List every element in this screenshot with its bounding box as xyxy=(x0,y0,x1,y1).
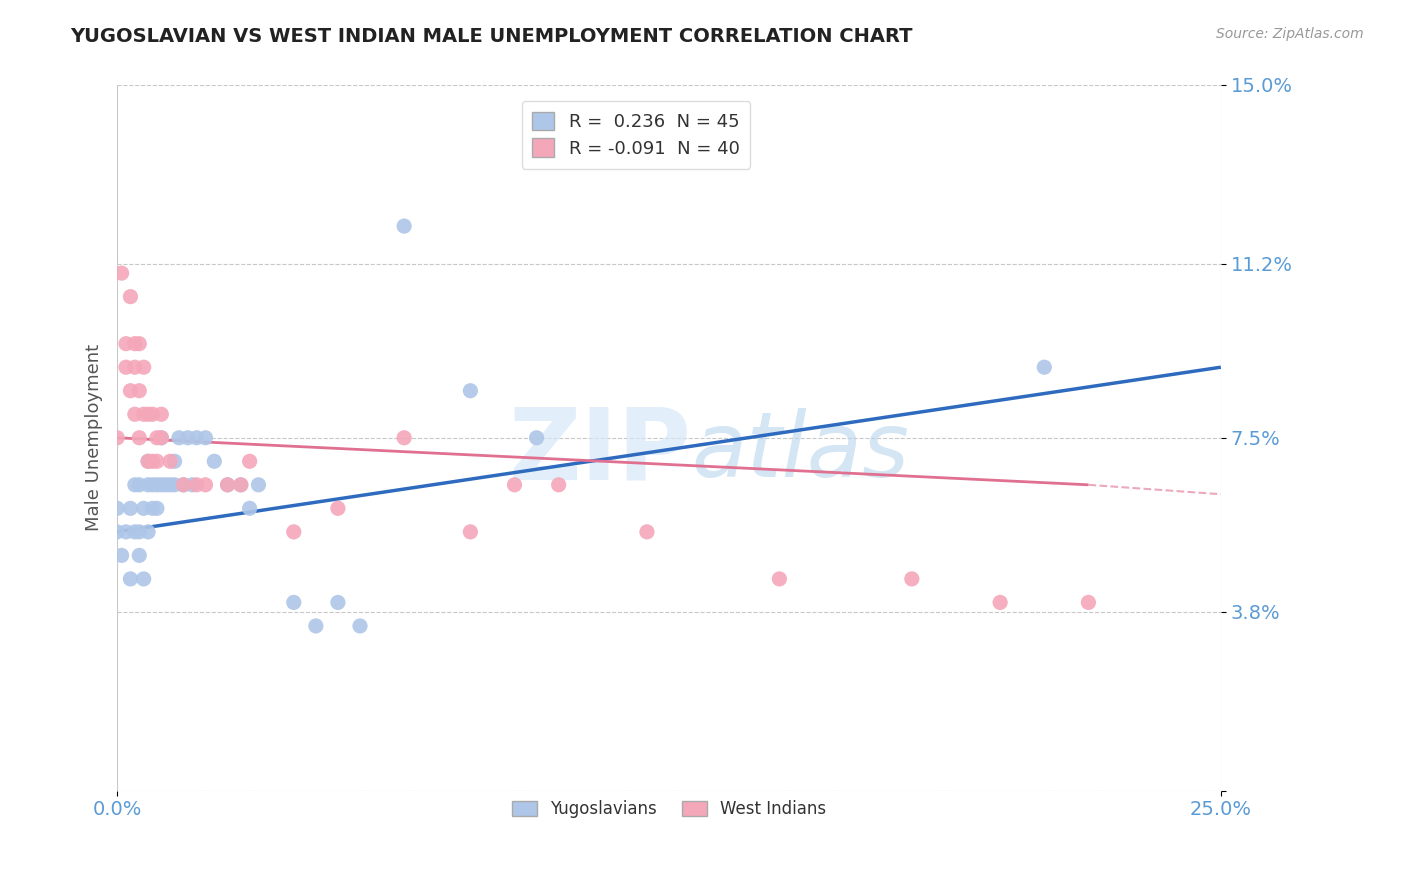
Point xyxy=(155,478,177,492)
Point xyxy=(186,478,208,492)
Point xyxy=(146,501,169,516)
Point xyxy=(141,407,163,421)
Point xyxy=(194,431,217,445)
Point xyxy=(124,336,146,351)
Point xyxy=(105,501,128,516)
Point xyxy=(503,478,526,492)
Point xyxy=(128,549,150,563)
Point xyxy=(132,572,155,586)
Point xyxy=(120,290,142,304)
Point xyxy=(159,478,181,492)
Point xyxy=(136,454,159,468)
Point xyxy=(167,431,190,445)
Legend: Yugoslavians, West Indians: Yugoslavians, West Indians xyxy=(505,793,832,824)
Point xyxy=(146,454,169,468)
Y-axis label: Male Unemployment: Male Unemployment xyxy=(86,344,103,532)
Point xyxy=(124,524,146,539)
Point xyxy=(326,501,349,516)
Point xyxy=(128,524,150,539)
Text: Source: ZipAtlas.com: Source: ZipAtlas.com xyxy=(1216,27,1364,41)
Point xyxy=(146,431,169,445)
Point xyxy=(460,384,482,398)
Point xyxy=(150,431,173,445)
Point xyxy=(202,454,225,468)
Point xyxy=(124,407,146,421)
Point xyxy=(124,360,146,375)
Point xyxy=(305,619,328,633)
Point xyxy=(163,454,186,468)
Point xyxy=(128,431,150,445)
Point xyxy=(172,478,194,492)
Point xyxy=(128,384,150,398)
Point xyxy=(547,478,569,492)
Point xyxy=(141,478,163,492)
Point xyxy=(392,431,415,445)
Point xyxy=(1077,595,1099,609)
Point xyxy=(1033,360,1056,375)
Point xyxy=(247,478,270,492)
Point xyxy=(128,478,150,492)
Point xyxy=(136,478,159,492)
Point xyxy=(217,478,239,492)
Point xyxy=(105,524,128,539)
Point xyxy=(194,478,217,492)
Point xyxy=(526,431,548,445)
Point xyxy=(124,478,146,492)
Point xyxy=(146,478,169,492)
Point xyxy=(217,478,239,492)
Point xyxy=(768,572,790,586)
Point xyxy=(115,336,138,351)
Point xyxy=(132,360,155,375)
Point xyxy=(136,524,159,539)
Point xyxy=(172,478,194,492)
Point xyxy=(120,384,142,398)
Text: atlas: atlas xyxy=(692,408,910,496)
Point xyxy=(988,595,1011,609)
Text: ZIP: ZIP xyxy=(508,403,692,500)
Point xyxy=(132,407,155,421)
Point xyxy=(229,478,252,492)
Point xyxy=(283,595,305,609)
Point xyxy=(132,501,155,516)
Point xyxy=(136,454,159,468)
Point xyxy=(636,524,658,539)
Point xyxy=(110,549,132,563)
Point xyxy=(283,524,305,539)
Point xyxy=(141,501,163,516)
Point xyxy=(150,478,173,492)
Point xyxy=(105,431,128,445)
Point xyxy=(181,478,204,492)
Point xyxy=(128,336,150,351)
Point xyxy=(163,478,186,492)
Point xyxy=(239,501,262,516)
Point xyxy=(150,407,173,421)
Point xyxy=(136,407,159,421)
Point xyxy=(392,219,415,233)
Point xyxy=(159,454,181,468)
Point xyxy=(110,266,132,280)
Point xyxy=(460,524,482,539)
Point xyxy=(141,454,163,468)
Point xyxy=(186,431,208,445)
Point xyxy=(120,572,142,586)
Point xyxy=(115,524,138,539)
Point xyxy=(326,595,349,609)
Point xyxy=(349,619,371,633)
Point xyxy=(901,572,924,586)
Point xyxy=(239,454,262,468)
Point xyxy=(115,360,138,375)
Text: YUGOSLAVIAN VS WEST INDIAN MALE UNEMPLOYMENT CORRELATION CHART: YUGOSLAVIAN VS WEST INDIAN MALE UNEMPLOY… xyxy=(70,27,912,45)
Point xyxy=(177,431,200,445)
Point xyxy=(229,478,252,492)
Point xyxy=(120,501,142,516)
Point xyxy=(150,431,173,445)
